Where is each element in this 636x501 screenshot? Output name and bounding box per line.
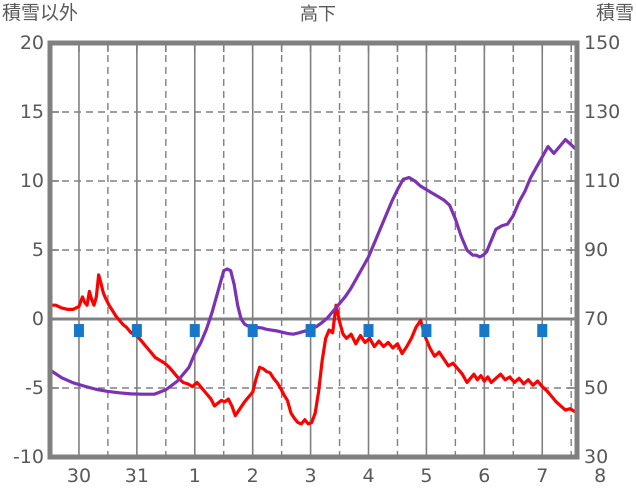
plot-frame [47, 40, 580, 460]
x-axis-tick-label: 4 [362, 465, 375, 487]
day-marker [421, 324, 432, 338]
left-axis-title: 積雪以外 [2, 2, 79, 24]
day-marker [479, 324, 490, 338]
y2-axis-tick-label: 50 [584, 377, 609, 399]
y2-axis-tick-label: 30 [584, 446, 609, 468]
y2-axis-tick-label: 130 [584, 101, 621, 123]
y-axis-tick-label: 5 [31, 239, 44, 261]
day-marker [363, 324, 374, 338]
day-marker [247, 324, 258, 338]
x-axis-tick-label: 6 [478, 465, 491, 487]
chart-title: 高下 [300, 4, 336, 25]
y-axis-tick-label: -5 [25, 377, 44, 399]
y2-axis-tick-label: 110 [584, 170, 621, 192]
day-marker [189, 324, 200, 338]
x-axis-tick-label: 7 [536, 465, 549, 487]
day-marker [73, 324, 84, 338]
day-marker [131, 324, 142, 338]
x-axis-tick-label: 1 [188, 465, 201, 487]
day-marker [537, 324, 548, 338]
x-axis-tick-label: 31 [124, 465, 149, 487]
series-line-1 [49, 138, 577, 396]
y2-axis-tick-label: 150 [584, 32, 621, 54]
x-axis-tick-label: 3 [304, 465, 317, 487]
y-axis-tick-label: 20 [19, 32, 44, 54]
y-axis-tick-label: -10 [12, 446, 44, 468]
x-axis-tick-label: 2 [246, 465, 259, 487]
day-marker [305, 324, 316, 338]
y-axis-tick-label: 0 [31, 308, 44, 330]
y-axis-tick-label: 15 [19, 101, 44, 123]
y-axis-tick-label: 10 [19, 170, 44, 192]
series-line-0 [49, 273, 577, 426]
x-axis-tick-label: 8 [594, 465, 607, 487]
x-axis-tick-label: 30 [66, 465, 92, 487]
y2-axis-tick-label: 90 [584, 239, 609, 261]
right-axis-title: 積雪 [595, 2, 634, 24]
y2-axis-tick-label: 70 [584, 308, 609, 330]
x-axis-tick-label: 5 [420, 465, 433, 487]
